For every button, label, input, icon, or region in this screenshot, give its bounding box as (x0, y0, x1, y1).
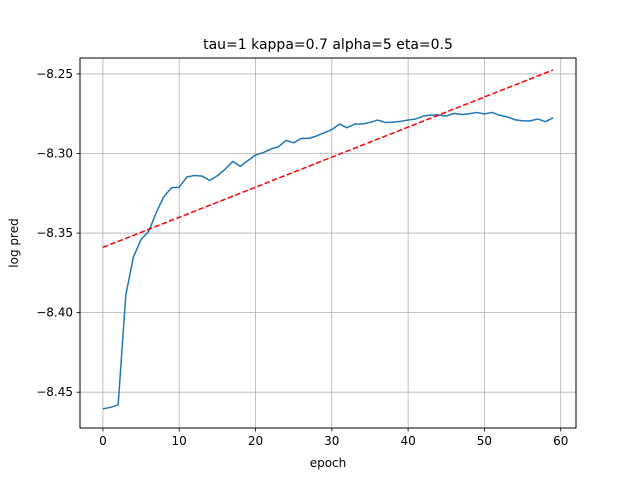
x-tick-label: 20 (248, 434, 263, 448)
y-tick-label: −8.25 (36, 67, 73, 81)
x-tick-label: 30 (324, 434, 339, 448)
grid (80, 58, 576, 428)
x-tick-label: 40 (400, 434, 415, 448)
ticks: 0 10 20 30 40 50 60 −8.25 −8.30 −8.35 −8.40 −8.45 (36, 67, 568, 448)
y-axis-label: log pred (7, 218, 21, 267)
plot-frame (79, 57, 577, 429)
y-tick-label: −8.45 (36, 385, 73, 399)
series-layer (102, 69, 554, 410)
y-tick-label: −8.30 (36, 146, 73, 160)
x-axis-label: epoch (310, 456, 347, 470)
x-tick-label: 50 (477, 434, 492, 448)
trend-line-dashed (102, 69, 554, 249)
x-tick-label: 10 (172, 434, 187, 448)
log-pred-line (102, 111, 554, 410)
chart-title: tau=1 kappa=0.7 alpha=5 eta=0.5 (203, 37, 453, 53)
y-tick-label: −8.40 (36, 306, 73, 320)
y-tick-label: −8.35 (36, 226, 73, 240)
x-tick-label: 0 (99, 434, 107, 448)
x-tick-label: 60 (553, 434, 568, 448)
